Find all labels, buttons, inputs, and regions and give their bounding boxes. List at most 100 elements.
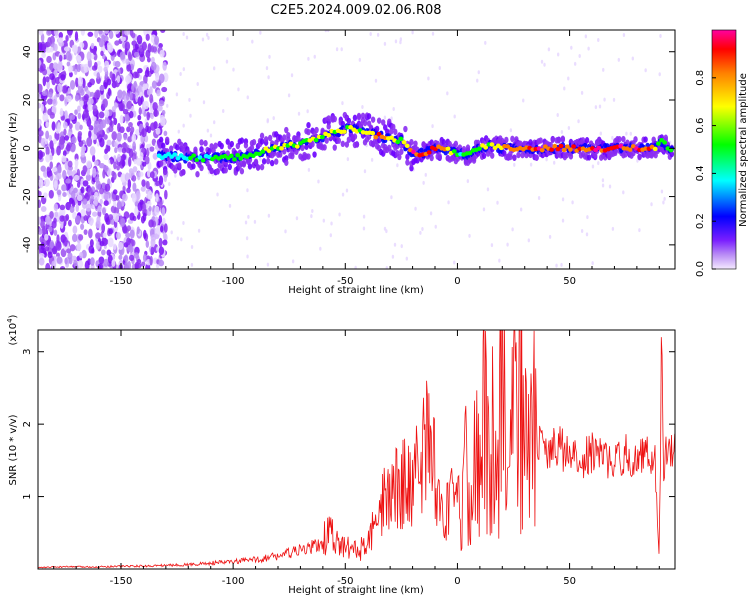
snr-marks <box>38 330 675 569</box>
snr-y-scale: (x104) <box>6 314 19 345</box>
spectrogram-noise-cell <box>295 216 299 221</box>
spectrogram-noise-cell <box>51 260 57 269</box>
spectrogram-ridge-cell <box>504 136 509 144</box>
spectrogram-noise-cell <box>529 162 533 167</box>
spectrogram-noise-cell <box>155 127 161 135</box>
spectrogram-noise-cell <box>41 52 46 59</box>
spectrogram-noise-cell <box>149 146 155 152</box>
spectrogram-noise-cell <box>124 41 131 51</box>
spectrogram-ridge-cell <box>344 141 350 148</box>
spectrogram-noise-cell <box>83 93 89 101</box>
spectrogram-noise-cell <box>77 130 83 137</box>
spectrogram-noise-cell <box>155 73 160 83</box>
spectrogram-ridge-cell <box>267 134 273 142</box>
spectrogram-noise-cell <box>158 246 165 255</box>
spectrogram-x-tick-label: -100 <box>222 276 245 287</box>
spectrogram-noise-cell <box>162 217 166 226</box>
spectrogram-noise-cell <box>290 73 294 78</box>
spectrogram-noise-cell <box>56 234 60 244</box>
spectrogram-noise-cell <box>509 128 513 133</box>
spectrogram-noise-cell <box>163 223 168 233</box>
spectrogram-noise-cell <box>58 54 63 62</box>
spectrogram-noise-cell <box>144 155 150 165</box>
spectrogram-noise-cell <box>63 236 68 247</box>
snr-x-tick-label: -100 <box>222 576 245 587</box>
spectrogram-noise-cell <box>52 99 58 106</box>
spectrogram-noise-cell <box>306 109 309 114</box>
spectrogram-noise-cell <box>335 47 339 52</box>
spectrogram-noise-cell <box>145 180 150 190</box>
spectrogram-noise-cell <box>561 197 565 202</box>
spectrogram-noise-cell <box>561 218 565 223</box>
spectrogram-noise-cell <box>92 48 97 56</box>
spectrogram-ridge-cell <box>409 138 414 146</box>
spectrogram-noise-cell <box>137 114 142 121</box>
spectrogram-ridge-cell <box>282 134 287 141</box>
spectrogram-noise-cell <box>251 39 254 44</box>
spectrogram-ridge-cell <box>249 144 255 152</box>
spectrogram-ridge-cell <box>510 135 515 143</box>
spectrogram-x-tick-label: 50 <box>563 276 576 287</box>
spectrogram-noise-cell <box>96 141 100 147</box>
spectrogram-noise-cell <box>147 88 151 96</box>
spectrogram-x-tick-label: 0 <box>454 276 460 287</box>
spectrogram-noise-cell <box>116 75 121 84</box>
spectrogram-noise-cell <box>148 205 152 212</box>
colorbar-tick-label: 0.2 <box>695 213 706 229</box>
spectrogram-noise-cell <box>54 62 59 73</box>
spectrogram-noise-cell <box>77 260 84 269</box>
spectrogram-noise-cell <box>45 146 50 156</box>
spectrogram-noise-cell <box>161 109 166 116</box>
spectrogram-noise-cell <box>135 157 142 166</box>
spectrogram-ridge-cell <box>306 128 311 136</box>
spectrogram-noise-cell <box>80 156 87 164</box>
snr-frame <box>37 329 676 570</box>
snr-y-tick-label: 2 <box>22 421 33 427</box>
spectrogram-noise-cell <box>338 212 341 217</box>
spectrogram-noise-cell <box>102 207 106 216</box>
spectrogram-noise-cell <box>313 54 316 59</box>
spectrogram-noise-cell <box>88 245 95 254</box>
spectrogram-noise-cell <box>94 125 98 135</box>
spectrogram-noise-cell <box>89 257 95 266</box>
spectrogram-frame <box>37 29 676 270</box>
snr-y-label: SNR (10 * v/v) <box>8 414 19 485</box>
spectrogram-ridge-cell <box>304 143 309 150</box>
spectrogram-noise-cell <box>147 43 152 54</box>
spectrogram-noise-cell <box>156 104 163 112</box>
spectrogram-noise-cell <box>431 31 435 36</box>
spectrogram-noise-cell <box>152 101 158 111</box>
snr-x-tick-label: -50 <box>337 576 353 587</box>
spectrogram-noise-cell <box>159 49 165 58</box>
spectrogram-noise-cell <box>94 191 99 198</box>
spectrogram-noise-cell <box>147 190 153 200</box>
spectrogram-noise-cell <box>128 254 135 261</box>
spectrogram-noise-cell <box>560 130 564 135</box>
spectrogram-ridge-core <box>294 144 300 149</box>
spectrogram-noise-cell <box>53 30 59 36</box>
spectrogram-noise-cell <box>291 259 295 264</box>
spectrogram-noise-cell <box>482 207 486 212</box>
spectrogram-noise-cell <box>175 92 179 97</box>
spectrogram-noise-cell <box>119 51 126 60</box>
spectrogram-noise-cell <box>43 192 48 199</box>
spectrogram-ridge-cell <box>300 144 305 152</box>
spectrogram-noise-cell <box>38 83 43 93</box>
spectrogram-ridge-core <box>166 151 171 157</box>
spectrogram-noise-cell <box>484 40 487 45</box>
spectrogram-noise-cell <box>82 109 89 119</box>
spectrogram-noise-cell <box>86 51 92 62</box>
spectrogram-noise-cell <box>65 34 69 42</box>
spectrogram-noise-cell <box>188 97 191 102</box>
spectrogram-noise-cell <box>146 111 150 121</box>
spectrogram-ridge-core <box>320 134 325 140</box>
spectrogram-noise-cell <box>114 40 120 46</box>
spectrogram-ridge-cell <box>306 121 311 129</box>
spectrogram-noise-cell <box>46 166 51 172</box>
spectrogram-noise-cell <box>89 146 96 156</box>
spectrogram-noise-cell <box>145 125 149 133</box>
spectrogram-noise-cell <box>88 125 94 131</box>
colorbar-tick-label: 0.8 <box>695 70 706 86</box>
spectrogram-noise-cell <box>55 128 60 134</box>
